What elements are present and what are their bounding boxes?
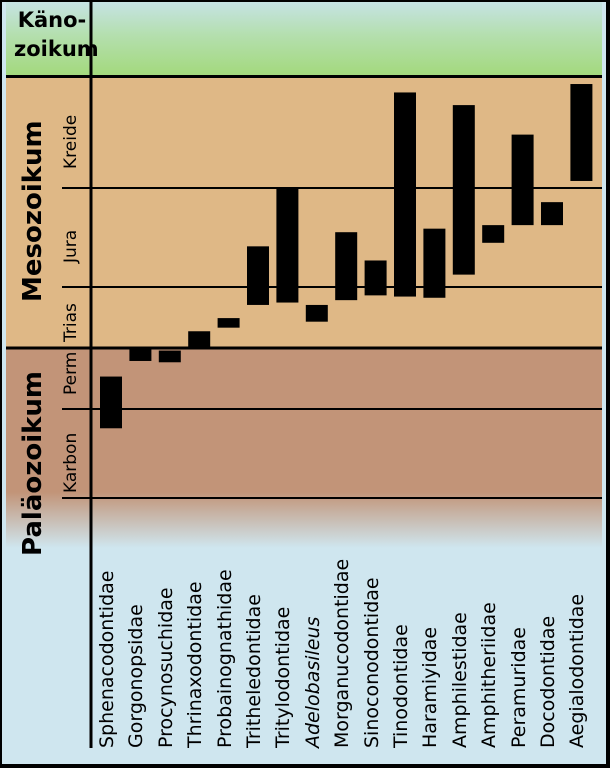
range-bar-amphitheriidae: [482, 225, 505, 243]
range-bar-sphenacodontidae: [100, 376, 122, 429]
era-label-kaenozoikum-line1: Käno-: [17, 8, 87, 32]
era-label-mesozoikum: Mesozoikum: [18, 120, 48, 302]
x-tick-label-docodontidae: Docodontidae: [537, 615, 559, 748]
period-label-jura: Jura: [61, 229, 81, 263]
x-tick-label-tritheledontidae: Tritheledontidae: [243, 594, 265, 748]
x-tick-label-thrinaxodontidae: Thrinaxodontidae: [184, 581, 207, 748]
range-bar-amphilestidae: [452, 105, 475, 275]
range-bar-aegialodontidae: [570, 84, 593, 181]
range-bar-thrinaxodontidae: [188, 331, 211, 348]
era-label-palaeozoikum: Paläozoikum: [18, 370, 48, 556]
period-label-perm: Perm: [61, 351, 81, 395]
period-label-kreide: Kreide: [61, 114, 81, 169]
x-tick-label-peramuridae: Peramuridae: [507, 627, 530, 748]
period-label-karbon: Karbon: [61, 432, 81, 493]
range-bar-peramuridae: [511, 134, 534, 226]
period-label-trias: Trias: [61, 303, 81, 342]
x-tick-label-adelobasileus: Adelobasileus: [301, 616, 324, 748]
range-bar-probainognathidae: [217, 318, 240, 328]
x-tick-label-amphilestidae: Amphilestidae: [448, 612, 471, 748]
x-tick-label-morganucodontidae: Morganucodontidae: [331, 558, 354, 748]
range-bar-tinodontidae: [394, 92, 416, 297]
era-band-mesozoikum: [6, 77, 602, 348]
range-bar-gorgonopsidae: [129, 349, 152, 361]
range-bar-adelobasileus: [305, 304, 328, 322]
range-bar-tritylodontidae: [276, 188, 299, 303]
x-tick-label-tinodontidae: Tinodontidae: [390, 624, 412, 748]
x-tick-label-tritylodontidae: Tritylodontidae: [272, 606, 295, 748]
range-bar-sinoconodontidae: [364, 260, 387, 296]
range-bar-morganucodontidae: [335, 232, 358, 301]
range-bar-haramiyidae: [423, 228, 446, 298]
range-bar-docodontidae: [541, 202, 563, 226]
x-tick-label-haramiyidae: Haramiyidae: [419, 626, 442, 748]
range-bar-tritheledontidae: [247, 246, 269, 305]
era-label-kaenozoikum: Käno- zoikum: [14, 6, 99, 64]
x-tick-label-gorgonopsidae: Gorgonopsidae: [125, 604, 148, 748]
x-tick-label-sinoconodontidae: Sinoconodontidae: [360, 577, 383, 748]
era-label-kaenozoikum-line2: zoikum: [14, 37, 99, 61]
x-tick-label-sphenacodontidae: Sphenacodontidae: [96, 570, 118, 748]
range-bar-procynosuchidae: [158, 350, 181, 363]
era-band-kaenozoikum: [6, 2, 602, 76]
x-tick-label-probainognathidae: Probainognathidae: [213, 569, 236, 748]
x-tick-label-amphitheriidae: Amphitheriidae: [478, 602, 501, 748]
x-tick-label-aegialodontidae: Aegialodontidae: [566, 593, 589, 748]
x-tick-label-procynosuchidae: Procynosuchidae: [154, 587, 177, 748]
